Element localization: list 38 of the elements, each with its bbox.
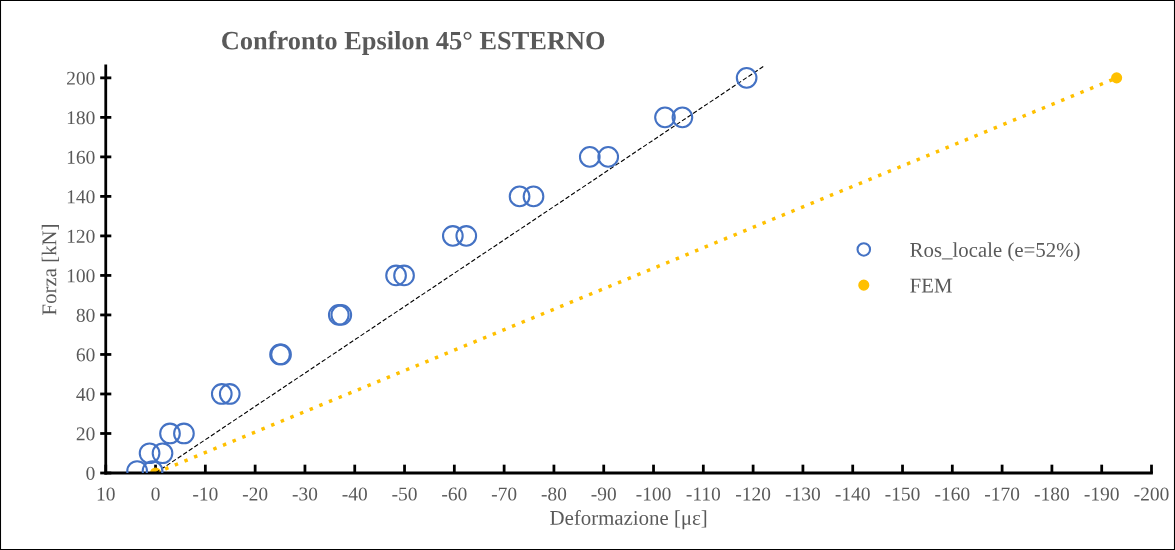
x-tick-label: -160 bbox=[935, 487, 970, 501]
x-tick-label: -90 bbox=[591, 487, 616, 501]
x-tick-label: -120 bbox=[736, 487, 771, 501]
x-tick-label: -190 bbox=[1084, 487, 1119, 501]
y-tick-label: 60 bbox=[76, 348, 95, 362]
x-tick-label: -30 bbox=[292, 487, 318, 501]
x-tick-label: -110 bbox=[686, 487, 721, 501]
legend-label: Ros_locale (e=52%) bbox=[910, 242, 1080, 262]
x-tick-label: -170 bbox=[985, 487, 1020, 501]
y-tick-label: 120 bbox=[67, 229, 95, 243]
legend-label: FEM bbox=[910, 278, 952, 293]
x-tick-label: -180 bbox=[1034, 487, 1069, 501]
x-tick-label: -10 bbox=[193, 487, 218, 501]
y-tick-label: 160 bbox=[67, 150, 95, 164]
x-tick-label: -130 bbox=[785, 487, 820, 501]
y-tick-label: 100 bbox=[67, 269, 95, 283]
x-tick-label: -20 bbox=[242, 487, 268, 501]
x-tick-label: -200 bbox=[1134, 487, 1169, 501]
y-tick-label: 180 bbox=[67, 111, 95, 125]
x-tick-label: -80 bbox=[541, 487, 567, 501]
y-tick-label: 20 bbox=[76, 427, 95, 441]
y-tick-label: 140 bbox=[67, 190, 95, 204]
x-tick-label: -100 bbox=[636, 487, 671, 501]
y-axis-title: Forza [kN] bbox=[41, 225, 59, 315]
y-tick-label: 200 bbox=[67, 71, 95, 85]
x-tick-label: -140 bbox=[835, 487, 870, 501]
x-tick-label: 0 bbox=[151, 487, 160, 501]
x-tick-label: 10 bbox=[97, 487, 115, 501]
chart-title: Confronto Epsilon 45° ESTERNO bbox=[222, 30, 605, 55]
x-axis-title: Deformazione [με] bbox=[550, 510, 707, 530]
x-tick-label: -70 bbox=[491, 487, 517, 501]
x-tick-label: -60 bbox=[442, 487, 467, 501]
y-tick-label: 80 bbox=[76, 308, 95, 322]
x-tick-label: -50 bbox=[392, 487, 417, 501]
y-tick-label: 40 bbox=[76, 387, 95, 401]
y-tick-label: 0 bbox=[86, 466, 95, 480]
x-tick-label: -150 bbox=[885, 487, 920, 501]
x-tick-label: -40 bbox=[342, 487, 367, 501]
